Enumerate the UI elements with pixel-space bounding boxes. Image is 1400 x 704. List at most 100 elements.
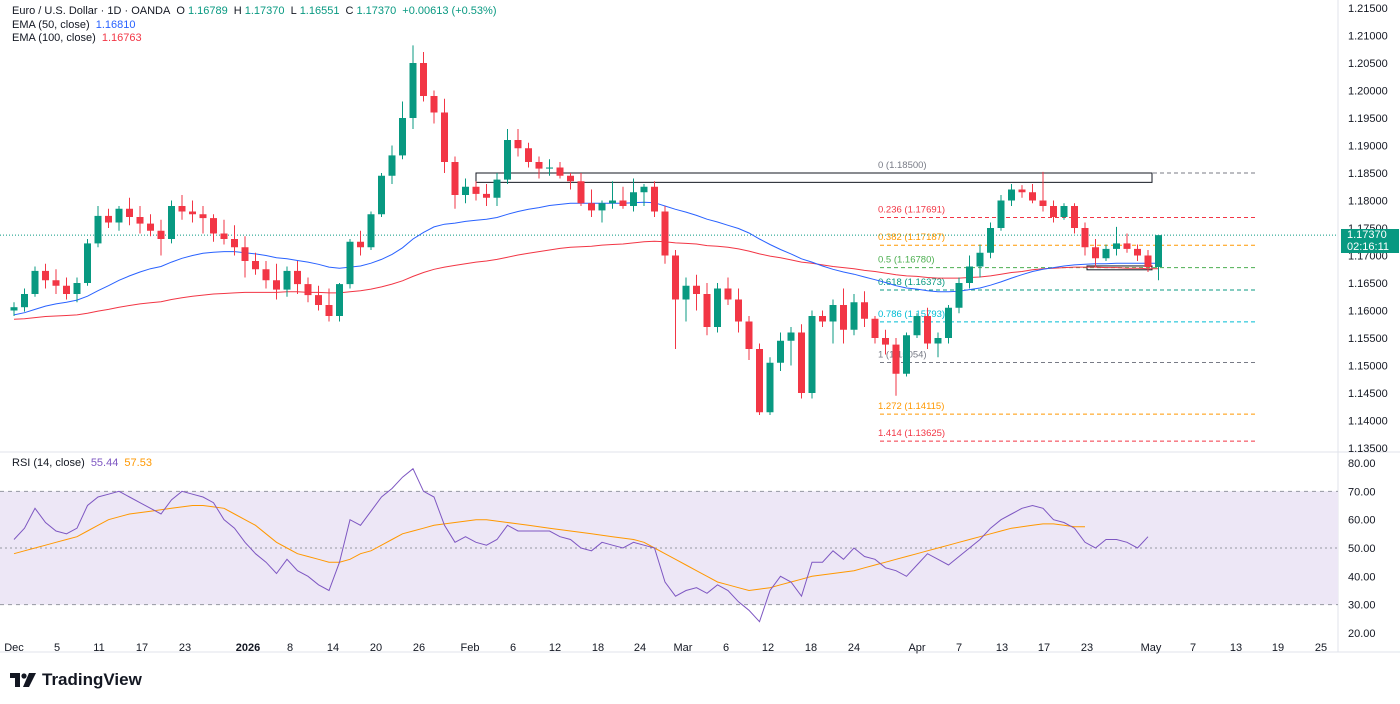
ema50-legend[interactable]: EMA (50, close) 1.16810 [12,19,138,31]
candle [252,252,259,275]
time-tick-label: 7 [956,642,962,654]
candle [798,324,805,399]
candle [52,269,60,294]
rsi-value: 55.44 [90,457,119,469]
candle-body [546,167,553,169]
time-tick-label: 26 [413,642,425,654]
candle [934,332,942,358]
rsi-tick-label: 20.00 [1348,628,1376,640]
time-tick-label: 7 [1190,642,1196,654]
candle [735,288,742,333]
candle [168,200,175,244]
tradingview-logo[interactable]: TradingView [10,670,142,690]
candle [535,156,543,179]
candle-body [430,96,438,113]
candle-body [378,175,385,215]
candle-body [367,214,375,248]
candle-body [882,338,889,345]
candle-body [241,247,249,261]
candle-body [10,307,18,311]
ema-50-line [13,201,1159,316]
candle [651,181,658,217]
candle-body [294,270,301,285]
ema-100-line [13,240,1159,320]
candle [84,239,91,286]
candle [199,206,207,234]
candle [451,156,459,209]
time-tick-label: 6 [510,642,516,654]
candle [420,52,427,102]
fibonacci-levels[interactable]: 0 (1.18500) 0.236 (1.17691) 0.382 (1.17187… [878,160,1255,442]
candle-body [682,285,690,300]
candle [609,181,616,209]
time-tick-label: 24 [634,642,646,654]
candle [714,283,721,333]
candle-body [777,340,784,363]
candle [945,305,952,344]
candle-body [672,255,679,300]
candle [378,173,385,217]
last-price: 1.17370 [1347,229,1387,241]
time-axis[interactable]: Dec 5 11 17 23 2026 8 14 20 26 Feb 6 12 18 24 Mar 6 12 18 2… [4,642,1327,654]
candle-body [399,118,406,156]
price-tick-label: 1.20500 [1348,58,1388,70]
candle [1092,239,1099,267]
last-price-tag: 1.17370 02:16:11 [1341,229,1399,253]
price-axis[interactable]: 1.21500 1.21000 1.20500 1.20000 1.19500 1.190… [1348,3,1388,640]
candle [966,255,973,289]
candle [1123,233,1131,253]
candle-body [829,305,837,322]
candle-body [1050,206,1057,217]
rsi-ma-line [13,505,1085,592]
time-tick-label: 25 [1315,642,1327,654]
candle-body [283,270,291,290]
candle-body [903,335,910,374]
candle-body [304,284,312,296]
candle-body [493,179,501,198]
ema100-legend[interactable]: EMA (100, close) 1.16763 [12,32,145,44]
price-tick-label: 1.14500 [1348,388,1388,400]
candle [315,285,322,311]
candle-body [420,63,427,96]
candle-body [598,203,606,211]
candle-body [409,63,417,118]
price-tick-label: 1.14000 [1348,416,1388,428]
candle [210,214,217,242]
candle-body [157,230,165,239]
candle [325,288,333,322]
candle [462,178,469,204]
candle [1018,185,1026,198]
candle [430,90,438,124]
candle [1081,222,1089,256]
candle-body [210,218,217,234]
candle [1060,203,1068,220]
candle-body [535,162,543,169]
time-tick-label: May [1141,642,1162,654]
candle-body [577,181,585,204]
rsi-pane[interactable] [0,467,1338,623]
candle-body [462,186,469,195]
rsi-legend[interactable]: RSI (14, close) 55.44 57.53 [12,457,155,469]
candle-body [483,193,490,198]
candle-body [766,362,774,413]
candle [294,261,301,294]
candle-body [745,321,753,349]
candle-body [315,295,322,305]
price-tick-label: 1.16500 [1348,278,1388,290]
price-tick-label: 1.21000 [1348,31,1388,43]
price-tick-label: 1.16000 [1348,306,1388,318]
candle [273,263,280,300]
candle-body [262,269,270,281]
candle-body [199,214,207,219]
candle-body [787,332,795,341]
price-tick-label: 1.19500 [1348,113,1388,125]
resistance-rectangle [475,172,1153,183]
candle [840,288,847,344]
candle [31,266,39,297]
low-label: L [290,5,297,17]
candle [567,173,574,190]
candle-body [189,211,196,215]
change-value: +0.00613 (+0.53%) [402,5,497,17]
candle [598,200,606,223]
